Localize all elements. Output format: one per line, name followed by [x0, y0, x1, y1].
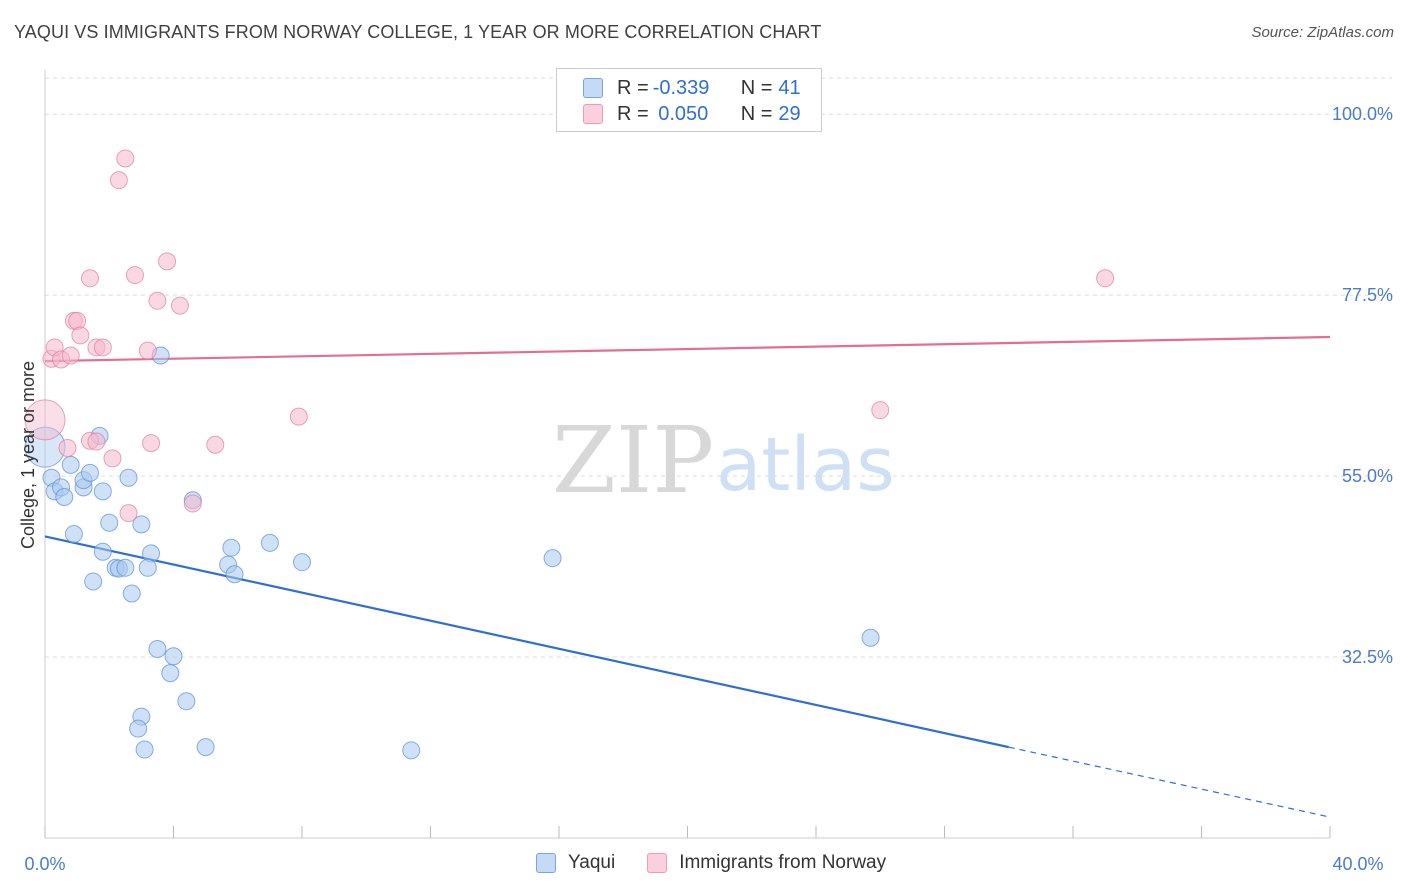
y-tick-label: 100.0%	[1332, 104, 1393, 124]
norway-point	[871, 401, 890, 420]
legend-r-label: R =	[617, 76, 649, 99]
yaqui-point	[93, 542, 112, 561]
norway-point	[109, 171, 128, 190]
norway-point	[125, 266, 144, 285]
y-tick-label: 77.5%	[1342, 285, 1393, 305]
yaqui-point	[93, 482, 112, 501]
series-legend-yaqui: Yaqui	[536, 852, 615, 874]
norway-point	[116, 149, 135, 168]
x-tick-marks	[44, 826, 1331, 838]
y-axis-label: College, 1 year or more	[18, 361, 38, 549]
x-tick-label-max: 40.0%	[1332, 854, 1383, 874]
legend-r-label: R =	[617, 102, 649, 125]
norway-point	[119, 504, 138, 523]
yaqui-point	[861, 628, 880, 647]
data-points	[24, 149, 1115, 760]
yaqui-point	[135, 740, 154, 759]
series-swatch-norway	[647, 853, 668, 873]
yaqui-point	[61, 455, 80, 474]
yaqui-point	[100, 513, 119, 532]
series-legend: Yaqui Immigrants from Norway	[536, 852, 918, 874]
yaqui-point	[122, 584, 141, 603]
correlation-legend: R = -0.339 N = 41 R = 0.050 N = 29	[556, 68, 822, 132]
legend-n-value: 41	[778, 76, 801, 99]
series-legend-norway: Immigrants from Norway	[647, 852, 886, 874]
norway-point	[103, 449, 122, 468]
norway-point	[142, 434, 161, 453]
norway-point	[289, 407, 308, 426]
yaqui-point	[148, 640, 167, 659]
legend-row-yaqui: R = -0.339 N = 41	[583, 75, 801, 101]
yaqui-point	[116, 558, 135, 577]
series-swatch-yaqui	[536, 853, 556, 873]
legend-n-label: N =	[740, 102, 773, 125]
yaqui-point	[132, 515, 151, 534]
yaqui-point	[177, 692, 196, 711]
yaqui-point	[222, 538, 241, 557]
norway-point	[61, 346, 80, 365]
yaqui-point	[80, 463, 99, 482]
yaqui-point	[543, 549, 562, 568]
norway-point	[206, 435, 225, 454]
yaqui-point	[293, 553, 311, 572]
legend-n-value: 29	[778, 102, 801, 125]
yaqui-point	[161, 664, 180, 683]
norway-trendline	[44, 335, 1331, 363]
norway-point	[170, 296, 189, 315]
legend-n-label: N =	[740, 76, 773, 99]
norway-point	[58, 438, 77, 457]
series-label-yaqui: Yaqui	[568, 852, 616, 873]
y-tick-label: 32.5%	[1342, 647, 1393, 667]
norway-point	[138, 341, 157, 360]
yaqui-point	[119, 468, 138, 487]
yaqui-point	[196, 738, 215, 757]
watermark-zip: ZIP	[552, 407, 714, 514]
trendlines	[44, 335, 1331, 818]
y-tick-label: 55.0%	[1342, 466, 1393, 486]
norway-point	[24, 399, 66, 441]
legend-r-value: -0.339	[652, 76, 710, 99]
source-credit: Source: ZipAtlas.com	[1251, 24, 1394, 41]
legend-row-norway: R = 0.050 N = 29	[583, 101, 801, 127]
yaqui-point	[138, 558, 157, 577]
watermark-atlas: atlas	[716, 422, 895, 508]
yaqui-point	[260, 533, 279, 552]
chart-title: YAQUI VS IMMIGRANTS FROM NORWAY COLLEGE,…	[14, 22, 822, 42]
yaqui-point	[402, 741, 421, 760]
x-tick-label-min: 0.0%	[24, 854, 65, 874]
gridlines	[45, 77, 1392, 658]
yaqui-point	[84, 572, 103, 591]
norway-point	[148, 291, 167, 310]
yaqui-trendline	[44, 535, 1009, 749]
yaqui-point	[55, 488, 74, 507]
norway-point	[158, 252, 177, 271]
y-tick-labels: 32.5% 55.0% 77.5% 100.0%	[1332, 104, 1393, 667]
yaqui-trendline-extrapolated	[1008, 746, 1331, 818]
watermark: ZIP atlas	[552, 407, 895, 514]
norway-point	[93, 338, 112, 357]
yaqui-point	[225, 565, 244, 584]
norway-point	[71, 326, 90, 345]
yaqui-point	[164, 647, 183, 666]
norway-point	[1096, 269, 1115, 288]
legend-swatch-yaqui	[583, 78, 603, 98]
yaqui-point	[129, 719, 148, 738]
norway-point	[183, 494, 202, 513]
norway-point	[80, 269, 99, 288]
legend-r-value: 0.050	[652, 102, 709, 125]
series-label-norway: Immigrants from Norway	[679, 852, 887, 873]
yaqui-point	[64, 525, 83, 544]
legend-swatch-norway	[583, 104, 603, 124]
norway-point	[87, 432, 106, 451]
